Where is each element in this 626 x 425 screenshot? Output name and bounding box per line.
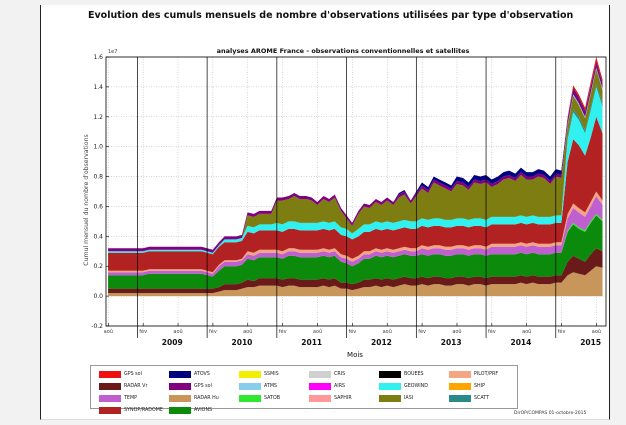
legend-swatch — [379, 395, 401, 402]
legend-label: GPS sol — [124, 372, 142, 377]
x-tick-label: aoû — [452, 328, 461, 335]
legend-label: PILOT/PRF — [474, 372, 499, 377]
legend-label: SATOB — [264, 396, 281, 401]
x-tick-label: aoû — [173, 328, 182, 335]
legend-swatch — [239, 371, 261, 378]
year-label: 2014 — [510, 338, 531, 347]
y-tick-label: 0.4 — [93, 233, 103, 240]
x-axis-ticks: aoû fév aoû fév aoû fév aoû fév aoû fév aoû fév aoû f… — [104, 323, 601, 347]
y-axis-label: Cumul mensuel du nombre d'observations — [83, 134, 90, 265]
year-label: 2013 — [441, 338, 462, 347]
legend-label: SCATT — [474, 396, 490, 401]
legend-label: ATMS — [264, 384, 278, 389]
x-tick-label: aoû — [592, 328, 601, 335]
y-tick-label: 0.2 — [93, 263, 103, 270]
legend-swatch — [309, 395, 331, 402]
legend-swatch — [99, 407, 121, 414]
y-multiplier-label: 1e7 — [108, 49, 117, 55]
plot-border — [105, 56, 607, 327]
area-synop-radome — [108, 116, 603, 273]
legend-label: SSMIS — [264, 372, 279, 377]
area-radar-hu — [108, 266, 603, 297]
y-tick-label: -0.2 — [91, 323, 103, 330]
figure-title: Evolution des cumuls mensuels de nombre … — [88, 10, 574, 21]
legend: GPS sol ATOVS SSMIS CRIS BOUEES PILOT/PRF RADA… — [90, 365, 518, 414]
legend-swatch — [169, 395, 191, 402]
legend-label: CRIS — [334, 372, 346, 377]
x-tick-label: fév — [488, 328, 496, 335]
legend-swatch — [169, 371, 191, 378]
legend-swatch — [169, 407, 191, 414]
legend-label: BOUEES — [404, 372, 424, 377]
x-tick-label: fév — [279, 328, 287, 335]
legend-swatch — [239, 395, 261, 402]
y-tick-label: 1.0 — [93, 144, 103, 151]
legend-swatch — [169, 383, 191, 390]
credit-text: DirOP/COMPAS 01-octobre-2015 — [514, 411, 587, 416]
legend-swatch — [99, 383, 121, 390]
legend-swatch — [239, 383, 261, 390]
legend-swatch — [309, 383, 331, 390]
y-tick-label: 0.0 — [93, 293, 103, 300]
x-tick-label: aoû — [383, 328, 392, 335]
year-label: 2012 — [371, 338, 392, 347]
y-tick-label: 0.8 — [93, 174, 103, 181]
area-iasi — [108, 68, 603, 253]
x-tick-label: fév — [558, 328, 566, 335]
legend-swatch — [309, 371, 331, 378]
y-axis-ticks: -0.2 0.0 0.2 0.4 0.6 0.8 1.0 1.2 1.4 1.6 — [91, 54, 109, 330]
legend-swatch — [449, 383, 471, 390]
legend-swatch — [379, 383, 401, 390]
x-axis-label: Mois — [347, 351, 363, 359]
x-tick-label: aoû — [104, 328, 113, 335]
legend-label: ATOVS — [194, 372, 210, 377]
legend-label: RADAR Hu — [194, 396, 219, 401]
legend-swatch — [449, 371, 471, 378]
year-label: 2011 — [301, 338, 322, 347]
x-tick-label: fév — [209, 328, 217, 335]
legend-label: GEOWIND — [404, 384, 428, 389]
legend-swatch — [449, 395, 471, 402]
x-tick-label: aoû — [313, 328, 322, 335]
year-label: 2015 — [580, 338, 601, 347]
area-avions — [108, 215, 603, 289]
legend-label: AIRS — [334, 384, 346, 389]
x-tick-label: fév — [139, 328, 147, 335]
legend-label: TEMP — [124, 396, 137, 401]
legend-label: AVIONS — [194, 408, 213, 413]
x-tick-label: aoû — [522, 328, 531, 335]
year-label: 2010 — [232, 338, 253, 347]
y-tick-label: 1.4 — [93, 84, 103, 91]
stacked-areas — [108, 57, 603, 297]
x-tick-label: fév — [418, 328, 426, 335]
legend-label: SAPHIR — [334, 396, 352, 401]
y-tick-label: 1.6 — [93, 54, 103, 61]
legend-label: SYNOP/RADOME — [124, 408, 163, 413]
legend-label: SHIP — [474, 384, 485, 389]
year-label: 2009 — [162, 338, 183, 347]
legend-swatch — [99, 371, 121, 378]
legend-label: RADAR Vr — [124, 384, 148, 389]
y-tick-label: 0.6 — [93, 203, 103, 210]
legend-swatch — [99, 395, 121, 402]
y-tick-label: 1.2 — [93, 114, 103, 121]
legend-label: GPS sol — [194, 384, 212, 389]
x-tick-label: aoû — [243, 328, 252, 335]
year-separator-lines — [137, 57, 557, 338]
x-tick-label: fév — [348, 328, 356, 335]
chart-subtitle: analyses AROME France - observations con… — [217, 47, 470, 55]
legend-label: IASI — [404, 396, 414, 401]
area-temp — [108, 195, 603, 277]
area-radar-vr — [108, 248, 603, 294]
legend-swatch — [379, 371, 401, 378]
